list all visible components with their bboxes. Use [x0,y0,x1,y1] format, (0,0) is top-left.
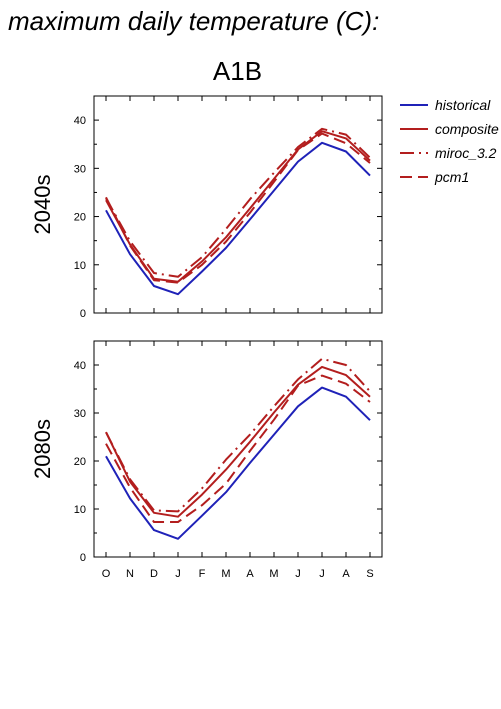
y-tick-label: 30 [74,163,86,175]
series-line-composite [105,365,371,518]
legend-label: miroc_3.2 [435,145,497,161]
y-tick-label: 10 [74,504,86,516]
x-tick-label: O [102,568,111,580]
y-tick-label: 0 [80,552,86,564]
x-tick-label: M [269,568,278,580]
series-line-pcm1 [105,374,371,523]
x-tick-label: J [175,568,181,580]
x-tick-label: M [221,568,230,580]
x-tick-label: J [319,568,325,580]
series-line-historical [105,386,371,540]
x-tick-label: N [126,568,134,580]
y-tick-label: 30 [74,408,86,420]
legend-label: pcm1 [434,169,469,185]
series-line-miroc-3-2 [105,127,371,278]
panel-label: 2080s [30,419,55,479]
plot-frame [93,95,383,314]
legend-label: composite [435,121,499,137]
y-tick-label: 0 [80,308,86,320]
series-line-pcm1 [105,132,371,284]
series-line-miroc-3-2 [105,357,371,513]
x-tick-label: F [199,568,206,580]
x-tick-label: A [342,568,350,580]
y-tick-label: 40 [74,115,86,127]
y-tick-label: 20 [74,456,86,468]
series-line-composite [105,130,371,283]
page-heading: maximum daily temperature (C): [8,6,380,36]
legend-label: historical [435,97,491,113]
x-tick-label: D [150,568,158,580]
y-tick-label: 10 [74,260,86,272]
series-line-historical [105,141,371,296]
x-tick-label: J [295,568,301,580]
scenario-title: A1B [212,56,263,86]
panel-label: 2040s [30,175,55,235]
plot-frame [93,340,383,558]
y-tick-label: 40 [74,360,86,372]
x-tick-label: S [366,568,373,580]
x-tick-label: A [246,568,254,580]
y-tick-label: 20 [74,212,86,224]
